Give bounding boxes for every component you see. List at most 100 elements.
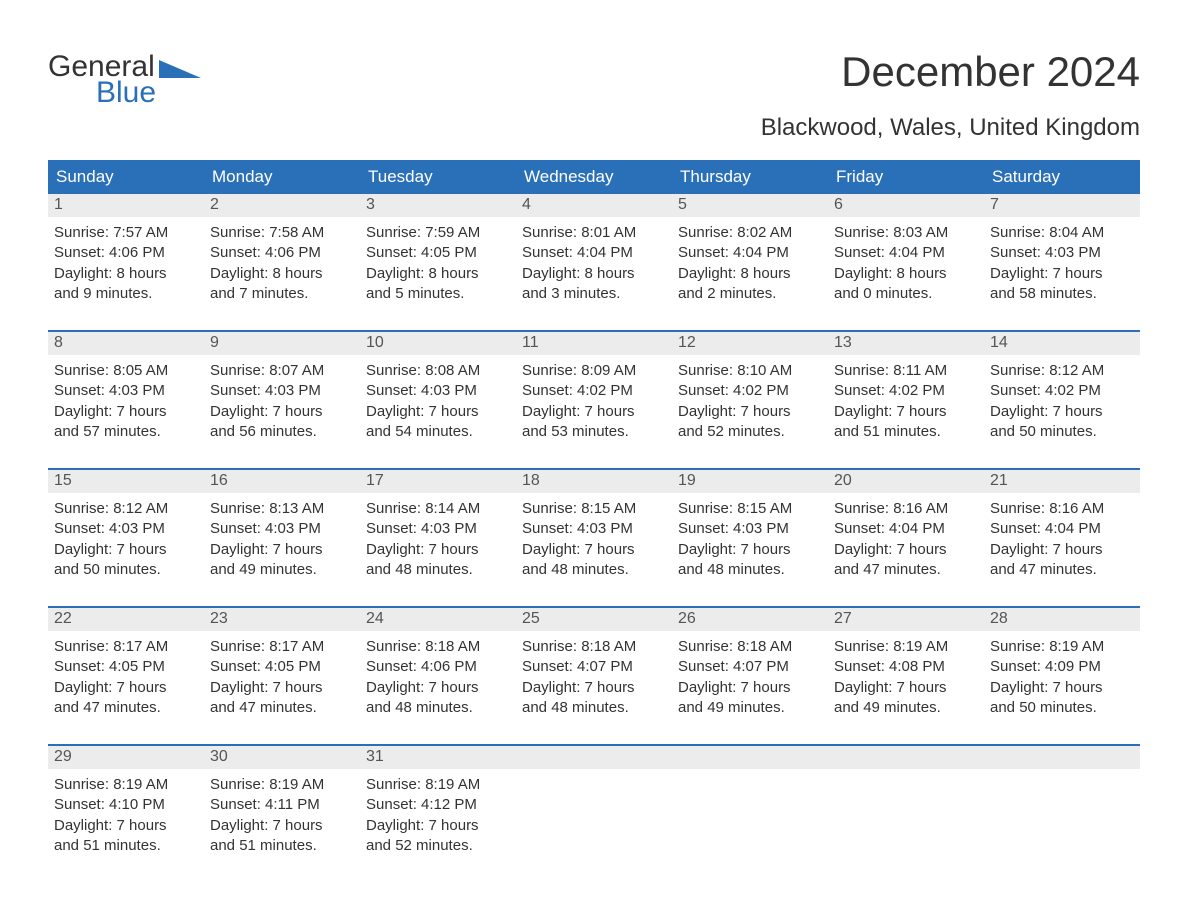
day-d1: Daylight: 7 hours	[678, 540, 822, 560]
day-sunrise: Sunrise: 8:15 AM	[678, 499, 822, 519]
day-content: Sunrise: 8:16 AMSunset: 4:04 PMDaylight:…	[828, 493, 984, 584]
day-sunset: Sunset: 4:04 PM	[990, 519, 1134, 539]
day-d1: Daylight: 8 hours	[210, 264, 354, 284]
day-cell: 16Sunrise: 8:13 AMSunset: 4:03 PMDayligh…	[204, 470, 360, 584]
day-number: 19	[672, 470, 828, 493]
week-row: 15Sunrise: 8:12 AMSunset: 4:03 PMDayligh…	[48, 468, 1140, 584]
day-number: 11	[516, 332, 672, 355]
day-content: Sunrise: 8:13 AMSunset: 4:03 PMDaylight:…	[204, 493, 360, 584]
day-sunset: Sunset: 4:06 PM	[210, 243, 354, 263]
day-sunset: Sunset: 4:03 PM	[54, 381, 198, 401]
day-d2: and 3 minutes.	[522, 284, 666, 304]
weekday-header: Thursday	[672, 160, 828, 194]
day-number: 1	[48, 194, 204, 217]
day-sunrise: Sunrise: 8:19 AM	[990, 637, 1134, 657]
day-number: 12	[672, 332, 828, 355]
day-d1: Daylight: 7 hours	[54, 678, 198, 698]
day-content: Sunrise: 8:16 AMSunset: 4:04 PMDaylight:…	[984, 493, 1140, 584]
day-sunrise: Sunrise: 8:19 AM	[54, 775, 198, 795]
day-sunrise: Sunrise: 8:19 AM	[366, 775, 510, 795]
day-sunrise: Sunrise: 7:59 AM	[366, 223, 510, 243]
page-title: December 2024	[841, 30, 1140, 96]
day-d1: Daylight: 7 hours	[210, 540, 354, 560]
day-sunrise: Sunrise: 8:19 AM	[210, 775, 354, 795]
day-number: 21	[984, 470, 1140, 493]
day-sunrise: Sunrise: 8:04 AM	[990, 223, 1134, 243]
day-d1: Daylight: 7 hours	[522, 402, 666, 422]
day-sunset: Sunset: 4:03 PM	[990, 243, 1134, 263]
day-d2: and 9 minutes.	[54, 284, 198, 304]
day-content: Sunrise: 8:19 AMSunset: 4:08 PMDaylight:…	[828, 631, 984, 722]
day-d2: and 48 minutes.	[522, 698, 666, 718]
day-d1: Daylight: 8 hours	[54, 264, 198, 284]
weekday-header: Saturday	[984, 160, 1140, 194]
day-cell: 28Sunrise: 8:19 AMSunset: 4:09 PMDayligh…	[984, 608, 1140, 722]
day-content: Sunrise: 8:08 AMSunset: 4:03 PMDaylight:…	[360, 355, 516, 446]
day-sunrise: Sunrise: 8:14 AM	[366, 499, 510, 519]
day-number: 31	[360, 746, 516, 769]
day-d2: and 58 minutes.	[990, 284, 1134, 304]
day-d1: Daylight: 7 hours	[366, 540, 510, 560]
day-d1: Daylight: 7 hours	[834, 540, 978, 560]
day-content: Sunrise: 8:07 AMSunset: 4:03 PMDaylight:…	[204, 355, 360, 446]
day-sunrise: Sunrise: 8:17 AM	[210, 637, 354, 657]
day-number: 30	[204, 746, 360, 769]
day-cell	[672, 746, 828, 860]
day-d2: and 52 minutes.	[366, 836, 510, 856]
day-sunset: Sunset: 4:09 PM	[990, 657, 1134, 677]
day-cell: 1Sunrise: 7:57 AMSunset: 4:06 PMDaylight…	[48, 194, 204, 308]
day-sunset: Sunset: 4:03 PM	[54, 519, 198, 539]
day-sunset: Sunset: 4:12 PM	[366, 795, 510, 815]
day-d2: and 48 minutes.	[522, 560, 666, 580]
day-number: 2	[204, 194, 360, 217]
day-number: 29	[48, 746, 204, 769]
weekday-header: Friday	[828, 160, 984, 194]
day-sunset: Sunset: 4:04 PM	[522, 243, 666, 263]
day-content: Sunrise: 8:19 AMSunset: 4:10 PMDaylight:…	[48, 769, 204, 860]
day-number: 6	[828, 194, 984, 217]
day-content: Sunrise: 7:57 AMSunset: 4:06 PMDaylight:…	[48, 217, 204, 308]
day-cell	[828, 746, 984, 860]
day-cell	[984, 746, 1140, 860]
day-cell: 2Sunrise: 7:58 AMSunset: 4:06 PMDaylight…	[204, 194, 360, 308]
day-cell: 19Sunrise: 8:15 AMSunset: 4:03 PMDayligh…	[672, 470, 828, 584]
week-row: 8Sunrise: 8:05 AMSunset: 4:03 PMDaylight…	[48, 330, 1140, 446]
day-cell: 15Sunrise: 8:12 AMSunset: 4:03 PMDayligh…	[48, 470, 204, 584]
day-d2: and 48 minutes.	[366, 560, 510, 580]
day-content: Sunrise: 8:15 AMSunset: 4:03 PMDaylight:…	[672, 493, 828, 584]
day-number: 26	[672, 608, 828, 631]
day-number: 14	[984, 332, 1140, 355]
day-d1: Daylight: 7 hours	[990, 264, 1134, 284]
day-content: Sunrise: 8:10 AMSunset: 4:02 PMDaylight:…	[672, 355, 828, 446]
day-sunrise: Sunrise: 8:02 AM	[678, 223, 822, 243]
day-content: Sunrise: 8:02 AMSunset: 4:04 PMDaylight:…	[672, 217, 828, 308]
day-d1: Daylight: 7 hours	[210, 678, 354, 698]
day-d2: and 51 minutes.	[54, 836, 198, 856]
day-cell: 30Sunrise: 8:19 AMSunset: 4:11 PMDayligh…	[204, 746, 360, 860]
day-sunset: Sunset: 4:05 PM	[54, 657, 198, 677]
day-d2: and 56 minutes.	[210, 422, 354, 442]
day-number: 15	[48, 470, 204, 493]
day-cell	[516, 746, 672, 860]
weekday-header: Wednesday	[516, 160, 672, 194]
day-d2: and 54 minutes.	[366, 422, 510, 442]
day-content: Sunrise: 8:09 AMSunset: 4:02 PMDaylight:…	[516, 355, 672, 446]
day-d1: Daylight: 7 hours	[834, 402, 978, 422]
day-sunset: Sunset: 4:11 PM	[210, 795, 354, 815]
day-sunrise: Sunrise: 8:01 AM	[522, 223, 666, 243]
week-row: 1Sunrise: 7:57 AMSunset: 4:06 PMDaylight…	[48, 194, 1140, 308]
day-cell: 6Sunrise: 8:03 AMSunset: 4:04 PMDaylight…	[828, 194, 984, 308]
day-d1: Daylight: 8 hours	[366, 264, 510, 284]
day-sunset: Sunset: 4:03 PM	[366, 381, 510, 401]
calendar: SundayMondayTuesdayWednesdayThursdayFrid…	[48, 160, 1140, 860]
day-sunrise: Sunrise: 8:09 AM	[522, 361, 666, 381]
day-d2: and 48 minutes.	[678, 560, 822, 580]
header: General Blue December 2024	[48, 30, 1140, 110]
day-d2: and 51 minutes.	[210, 836, 354, 856]
day-number: 22	[48, 608, 204, 631]
day-sunrise: Sunrise: 8:18 AM	[522, 637, 666, 657]
day-number: 18	[516, 470, 672, 493]
day-d1: Daylight: 7 hours	[54, 540, 198, 560]
day-cell: 17Sunrise: 8:14 AMSunset: 4:03 PMDayligh…	[360, 470, 516, 584]
day-content: Sunrise: 8:14 AMSunset: 4:03 PMDaylight:…	[360, 493, 516, 584]
